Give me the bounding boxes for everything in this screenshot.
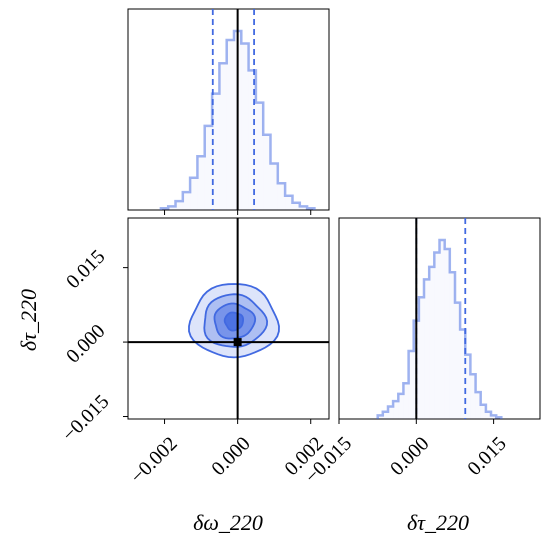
joint-y-ticks: −0.015 0.000 0.015 [58,246,128,446]
hist-bin-1 [168,206,176,210]
hist-bin-19 [299,206,308,210]
hist-domega-panel [127,8,330,215]
hist-bin-11 [434,252,440,419]
hist-bin-12 [439,240,445,419]
hist-bin-0 [160,208,169,210]
hist-bin-12 [248,70,256,211]
hist-bin-17 [465,354,471,419]
hist-bin-5 [197,156,205,210]
hist-dtau-panel: −0.015 0.000 0.015 [301,217,541,488]
hist-dtau-marks [376,218,503,420]
hist-bin-0 [377,415,383,419]
hist-bin-2 [175,201,183,210]
hist-bin-2 [388,406,394,419]
joint-truth-lines [128,218,329,419]
y-axis-label: δτ_220 [16,289,41,351]
x-axis-label-right: δτ_220 [407,510,469,535]
hist-bin-8 [219,63,227,211]
hist-bin-3 [182,192,191,210]
hist-bin-23 [496,417,502,419]
hist-bin-3 [393,401,399,419]
x-tick-label-1: 0.000 [386,433,433,480]
x-axis-label-left: δω_220 [193,510,263,535]
contour-level-4 [223,311,244,332]
hist-domega-frame [127,8,330,211]
hist-domega-ticks [164,210,312,215]
x-tick-label-2: 0.015 [463,433,510,480]
hist-bin-18 [292,202,300,210]
hist-bin-9 [226,40,234,210]
hist-bin-9 [424,279,430,419]
hist-bin-11 [241,43,249,210]
joint-contours [188,283,280,359]
hist-bin-16 [460,329,466,419]
x-tick-label-0: −0.002 [126,433,181,488]
hist-bin-7 [212,93,220,210]
hist-bin-18 [470,374,476,420]
hist-bin-4 [190,177,198,210]
hist-bin-13 [255,102,264,210]
hist-bin-17 [285,195,293,210]
x-tick-label-1: 0.000 [207,433,254,480]
hist-bin-6 [408,351,414,419]
y-tick-label-0: −0.015 [58,391,113,446]
hist-bin-8 [418,297,425,419]
truth-marker [233,338,242,347]
hist-bin-1 [382,411,388,419]
hist-bin-21 [485,411,492,419]
hist-bin-19 [475,392,481,419]
hist-bin-20 [307,208,315,210]
hist-domega-marks [159,9,316,211]
hist-bin-6 [204,125,212,210]
hist-bin-14 [263,134,271,210]
hist-bin-5 [403,383,409,419]
hist-bin-20 [480,404,486,419]
joint-x-ticks: −0.002 0.000 0.002 [126,419,328,488]
hist-bin-15 [455,302,461,419]
hist-bin-16 [277,183,286,210]
hist-step-outline [376,238,503,419]
hist-bin-4 [398,393,404,419]
hist-bin-10 [429,266,435,419]
hist-bin-15 [270,163,278,210]
hist-bin-14 [449,272,455,419]
y-tick-label-1: 0.000 [62,320,109,367]
y-tick-label-2: 0.015 [62,246,109,293]
hist-bin-22 [491,415,497,419]
hist-bin-13 [444,249,450,419]
hist-dtau-ticks: −0.015 0.000 0.015 [301,419,511,488]
